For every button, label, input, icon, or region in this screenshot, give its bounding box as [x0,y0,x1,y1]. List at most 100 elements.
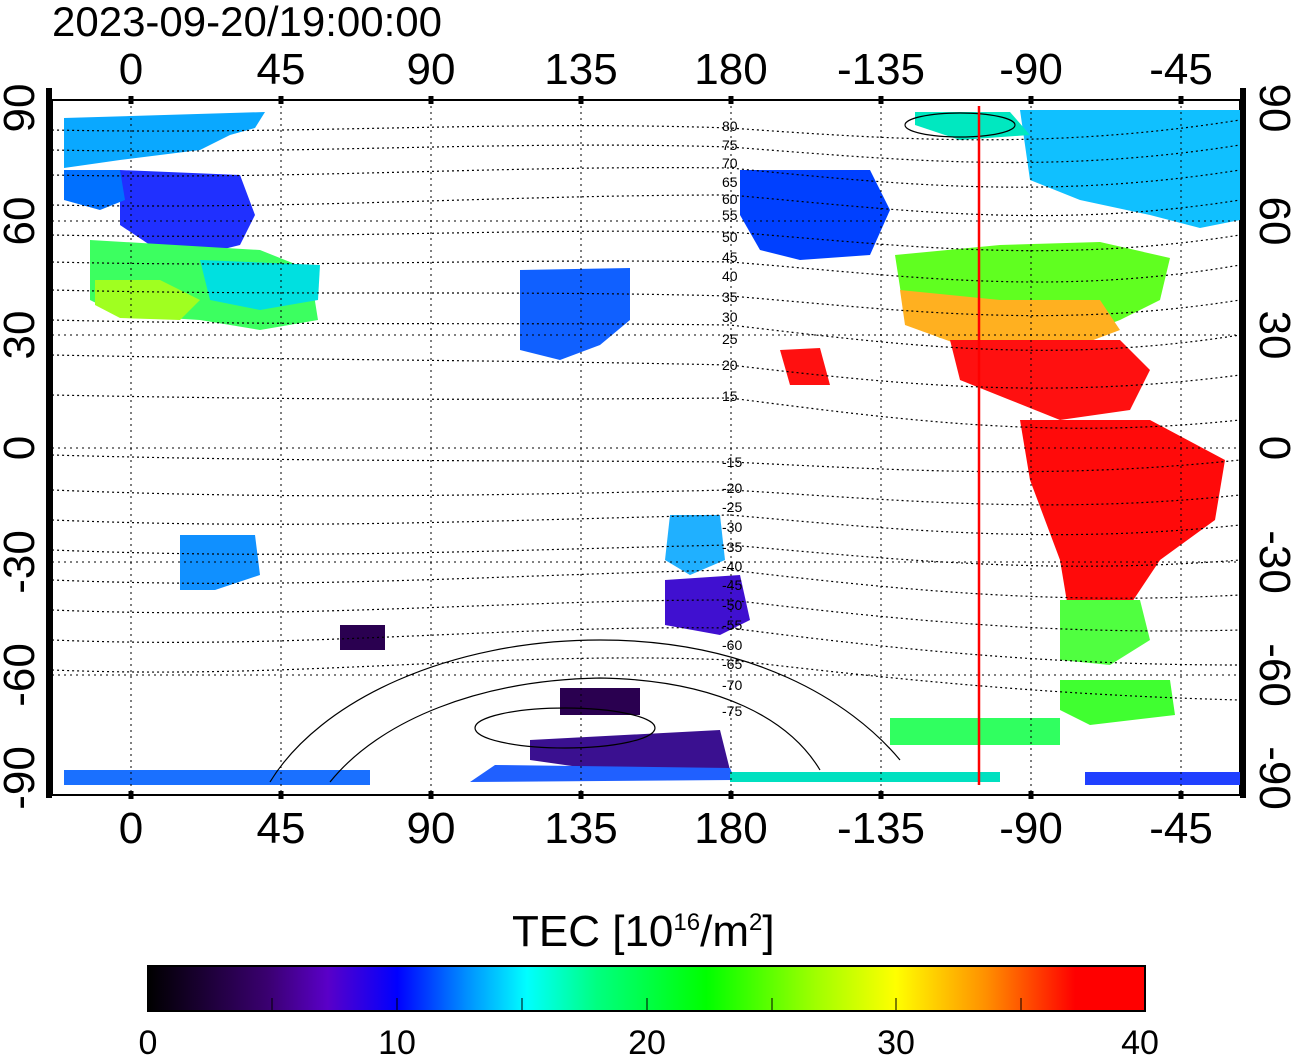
lat-label-right: -30 [1250,530,1294,594]
lon-label-top: 45 [257,45,306,94]
dip-label: 60 [722,191,738,207]
dip-label: 75 [722,137,738,153]
lat-label-right: -60 [1250,643,1294,707]
dip-label: 50 [722,229,738,245]
dip-label: 15 [722,388,738,404]
colorbar-tick-label: 20 [628,1024,666,1057]
colorbar-title-end: ] [762,907,774,956]
lon-label-bottom: 45 [257,804,306,853]
tec-patch-antarctic-3 [560,688,640,715]
dip-label: -75 [722,703,742,719]
lon-label-top: 0 [119,45,143,94]
dip-label: 40 [722,268,738,284]
colorbar-tick-label: 30 [877,1024,915,1057]
dip-label: -15 [722,454,742,470]
colorbar-tick-label: 40 [1121,1024,1159,1057]
dip-label: -40 [722,558,742,574]
lat-label-left: 30 [0,311,44,360]
lat-label-left: -30 [0,530,44,594]
lon-label-top: -135 [837,45,925,94]
timestamp-title: 2023-09-20/19:00:00 [52,0,442,45]
lat-label-right: 0 [1250,436,1294,460]
dip-label: -70 [722,677,742,693]
colorbar-tick-label: 10 [378,1024,416,1057]
map-grid [52,100,1240,795]
tec-patch-alaska [740,170,890,260]
tec-patch-south-polar-right [730,772,1000,782]
lon-label-top: -45 [1149,45,1213,94]
tec-patch-nw-europe [64,170,125,210]
tec-patch-antarctic-1 [530,730,730,770]
lon-label-bottom: 90 [407,804,456,853]
lon-label-bottom: -90 [999,804,1063,853]
lon-label-top: 135 [544,45,617,94]
dip-label: 65 [722,174,738,190]
lon-label-top: 90 [407,45,456,94]
tec-patch-far-right-polar [1085,772,1240,785]
lat-label-right: 30 [1250,311,1294,360]
lon-label-bottom: 180 [694,804,767,853]
dip-label: 30 [722,309,738,325]
dip-label: 35 [722,289,738,305]
lat-labels-right: 90 60 30 0 -30 -60 -90 [1250,84,1294,810]
dip-label: -35 [722,539,742,555]
dip-label: -60 [722,637,742,653]
colorbar-title-mid: /m [700,907,749,956]
dip-label: -50 [722,597,742,613]
dip-label: 20 [722,357,738,373]
tec-patch-scandinavia [120,170,255,255]
colorbar-title-exp2: 2 [749,909,762,936]
tec-patch-central-america [950,340,1150,420]
left-lat-strip [46,88,52,798]
tec-patch-patagonia [1060,600,1150,665]
tec-patch-south-polar-left [64,770,370,785]
lon-labels-bottom: 0 45 90 135 180 -135 -90 -45 [119,804,1213,853]
colorbar-tick-label: 0 [139,1024,158,1057]
lat-label-right: -90 [1250,746,1294,810]
dip-label: -20 [722,480,742,496]
colorbar-ticks [271,998,1022,1011]
lon-label-bottom: -45 [1149,804,1213,853]
lat-label-left: 60 [0,197,44,246]
lat-label-left: 0 [0,436,44,460]
colorbar-title-main: TEC [10 [512,907,673,956]
dip-label: 80 [722,118,738,134]
lat-label-right: 90 [1250,84,1294,133]
tec-patch-europe-south [95,280,200,320]
dip-label: -45 [722,577,742,593]
tec-patch-eastern-europe [200,260,320,310]
lat-label-right: 60 [1250,197,1294,246]
dip-label: 55 [722,207,738,223]
lon-label-bottom: 0 [119,804,143,853]
dip-label: 45 [722,249,738,265]
tec-patch-arctic-europe [64,112,265,168]
lon-labels-top: 0 45 90 135 180 -135 -90 -45 [119,45,1213,94]
frame-ticks [128,96,1184,799]
colorbar-title: TEC [1016/m2] [512,907,775,956]
lon-label-bottom: -135 [837,804,925,853]
lon-label-top: 180 [694,45,767,94]
dip-label: 25 [722,331,738,347]
dip-label: -30 [722,519,742,535]
tec-patch-hawaii [780,348,830,385]
dip-latitude-labels: 80 75 70 65 60 55 50 45 40 35 30 25 20 1… [722,118,742,719]
lat-label-left: -90 [0,746,44,810]
tec-patch-south-america [1020,420,1225,620]
tec-data-layer [64,110,1240,785]
lon-label-top: -90 [999,45,1063,94]
lat-label-left: -60 [0,643,44,707]
lon-label-bottom: 135 [544,804,617,853]
tec-patch-japan-china [520,268,630,360]
dip-label: -65 [722,656,742,672]
tec-patch-tasman [665,515,725,575]
tec-patch-antarctic-pen [890,718,1060,745]
aurora-oval-lines [269,112,1016,783]
tec-patch-canada-arctic [1020,110,1240,228]
dip-label: 70 [722,155,738,171]
tec-patch-us-south [900,290,1120,345]
colorbar-title-exp1: 16 [673,909,700,936]
dip-label: -25 [722,499,742,515]
lat-labels-left: 90 60 30 0 -30 -60 -90 [0,84,44,810]
tec-patch-southern-australia [665,575,750,635]
